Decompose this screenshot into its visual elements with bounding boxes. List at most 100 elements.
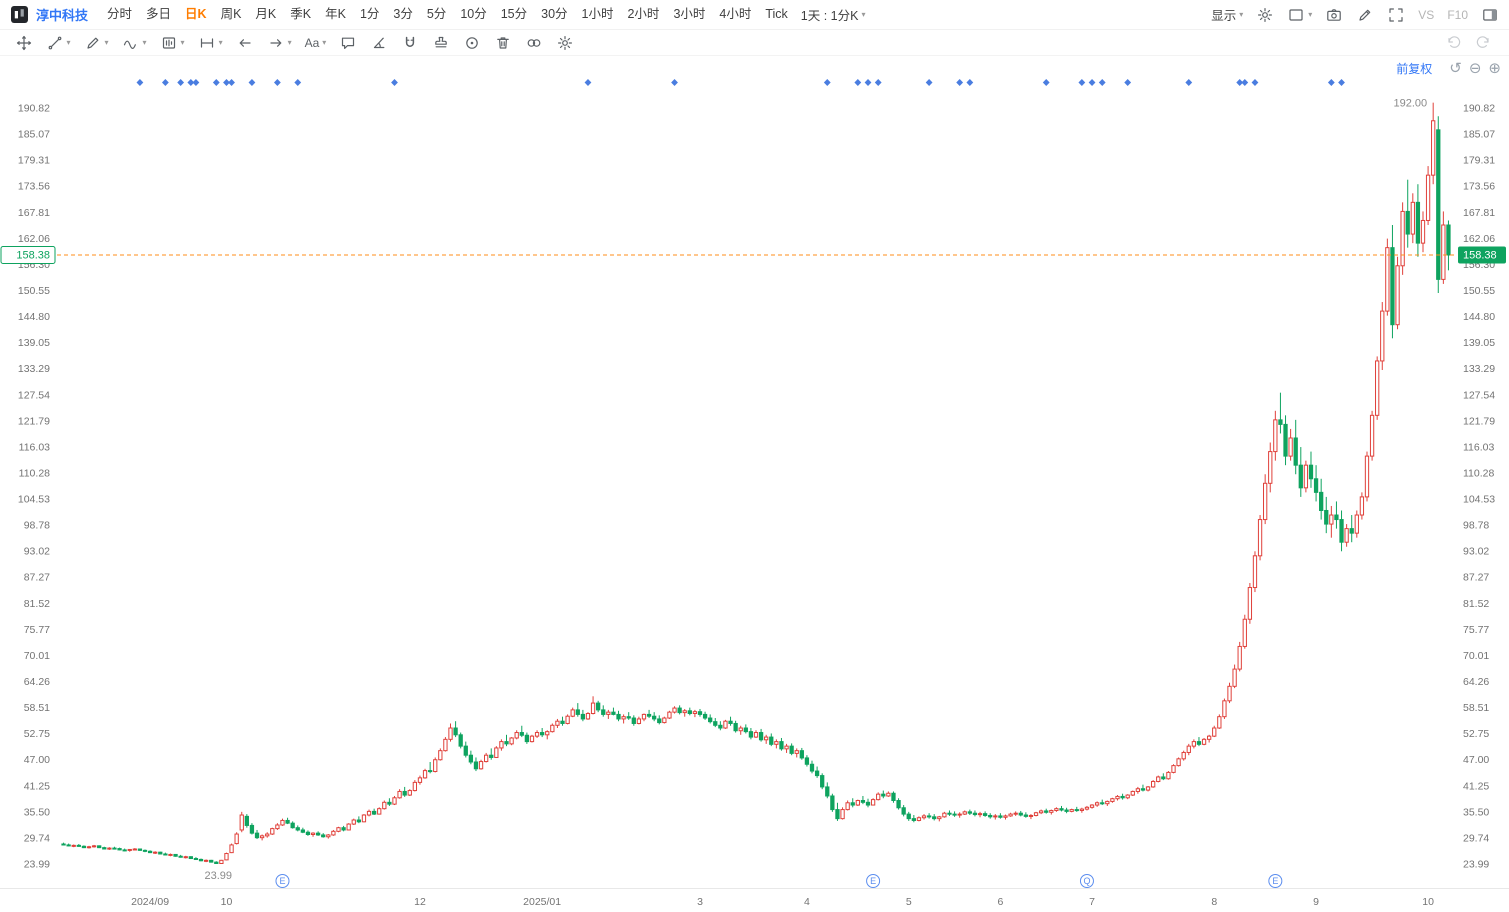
custom-period-dropdown[interactable]: 1天 : 1分K ▾ — [795, 5, 872, 24]
period-tab-15分[interactable]: 15分 — [500, 7, 528, 21]
crosshair-move-tool[interactable] — [8, 34, 39, 52]
comment-tool[interactable] — [333, 34, 364, 52]
period-tab-10分[interactable]: 10分 — [460, 7, 487, 21]
svg-text:173.56: 173.56 — [1463, 181, 1495, 193]
trend-line-icon — [46, 34, 64, 52]
svg-text:121.79: 121.79 — [1463, 415, 1495, 427]
svg-text:179.31: 179.31 — [1463, 155, 1495, 167]
svg-text:127.54: 127.54 — [18, 389, 50, 401]
app-logo-icon[interactable] — [10, 6, 28, 24]
stock-name[interactable]: 淳中科技 — [36, 8, 89, 23]
zoom-out-icon[interactable]: ⊖ — [1468, 60, 1482, 77]
svg-text:Q: Q — [1083, 876, 1090, 886]
svg-text:185.07: 185.07 — [1463, 129, 1495, 141]
svg-text:23.99: 23.99 — [1463, 859, 1489, 871]
vs-button-label: VS — [1418, 7, 1435, 22]
wave-icon — [122, 34, 140, 52]
adjust-mode-link[interactable]: 前复权 — [1396, 62, 1433, 76]
brush-tool[interactable]: ▾ — [77, 34, 115, 52]
svg-text:2025/01: 2025/01 — [523, 896, 561, 908]
period-tab-1分[interactable]: 1分 — [359, 7, 380, 21]
period-tab-多日[interactable]: 多日 — [146, 7, 172, 21]
period-tab-日K[interactable]: 日K — [185, 7, 207, 21]
gear-icon[interactable] — [1256, 6, 1274, 24]
svg-text:110.28: 110.28 — [1463, 467, 1494, 479]
trend-line-tool[interactable]: ▾ — [39, 34, 77, 52]
wave-tool[interactable]: ▾ — [115, 34, 153, 52]
trash-tool[interactable] — [488, 34, 519, 52]
layout-icon[interactable]: ▾ — [1287, 6, 1312, 24]
arrow-right-tool[interactable]: ▾ — [260, 34, 298, 52]
comment-icon — [339, 34, 357, 52]
svg-text:121.79: 121.79 — [18, 415, 50, 427]
f10-button[interactable]: F10 — [1447, 8, 1468, 22]
period-tab-2小时[interactable]: 2小时 — [627, 7, 660, 21]
svg-text:9: 9 — [1313, 896, 1319, 908]
period-tab-分时[interactable]: 分时 — [107, 7, 133, 21]
svg-text:173.56: 173.56 — [18, 181, 50, 193]
event-markers[interactable] — [136, 79, 1345, 86]
candlestick-chart[interactable]: 190.82 190.82 185.07 185.07 179.31 179.31 173.… — [0, 56, 1509, 912]
svg-text:185.07: 185.07 — [18, 129, 50, 141]
svg-text:29.74: 29.74 — [1463, 832, 1489, 844]
period-tab-3小时[interactable]: 3小时 — [673, 7, 706, 21]
period-tabs: 分时 多日 日K 周K 月K 季K 年K 1分 3分 5分 10分 15分 30分 1小时 2小时 3小时 4小… — [100, 0, 795, 29]
shapes-tool[interactable]: ▾ — [153, 34, 191, 52]
undo-button[interactable] — [1439, 35, 1468, 51]
svg-text:133.29: 133.29 — [18, 363, 50, 375]
trash-icon — [494, 34, 512, 52]
svg-text:150.55: 150.55 — [1463, 285, 1495, 297]
period-tab-4小时[interactable]: 4小时 — [719, 7, 752, 21]
redo-button[interactable] — [1468, 35, 1497, 51]
chart-area: 190.82 190.82 185.07 185.07 179.31 179.31 173.… — [0, 56, 1509, 912]
svg-text:E: E — [1272, 876, 1278, 886]
svg-text:179.31: 179.31 — [18, 155, 50, 167]
arrow-left-icon — [236, 34, 254, 52]
period-tab-Tick[interactable]: Tick — [765, 7, 788, 21]
svg-text:47.00: 47.00 — [24, 754, 50, 766]
magnet-tool[interactable] — [395, 34, 426, 52]
period-tab-3分[interactable]: 3分 — [393, 7, 413, 21]
period-tab-季K[interactable]: 季K — [290, 7, 312, 21]
period-tab-30分[interactable]: 30分 — [541, 7, 568, 21]
period-tab-月K[interactable]: 月K — [255, 7, 277, 21]
svg-text:158.38: 158.38 — [16, 250, 50, 262]
svg-text:144.80: 144.80 — [18, 311, 50, 323]
camera-icon[interactable] — [1325, 6, 1343, 24]
svg-text:158.38: 158.38 — [1463, 250, 1497, 262]
measure-tool[interactable]: ▾ — [191, 34, 229, 52]
svg-text:104.53: 104.53 — [18, 494, 50, 506]
settings-tool[interactable] — [550, 34, 581, 52]
link-tool[interactable] — [519, 34, 550, 52]
fullscreen-icon[interactable] — [1387, 6, 1405, 24]
zoom-in-icon[interactable]: ⊕ — [1488, 60, 1501, 77]
svg-text:52.75: 52.75 — [1463, 728, 1489, 740]
svg-text:4: 4 — [804, 896, 810, 908]
pencil-icon[interactable] — [1356, 6, 1374, 24]
angle-tool[interactable] — [364, 34, 395, 52]
chart-adjust-controls: 前复权 ↺ ⊖ ⊕ — [1396, 60, 1501, 77]
panel-right-icon[interactable] — [1481, 6, 1499, 24]
text-tool-label: Aa — [304, 35, 320, 50]
arrow-left-tool[interactable] — [229, 34, 260, 52]
period-tab-1小时[interactable]: 1小时 — [581, 7, 614, 21]
stamp-tool[interactable] — [426, 34, 457, 52]
period-tab-周K[interactable]: 周K — [220, 7, 242, 21]
display-menu[interactable]: 显示 ▾ — [1211, 5, 1243, 24]
time-axis-labels: 2024/09 10 12 2025/01 3 4 5 6 7 8 9 10 — [131, 896, 1434, 908]
svg-text:70.01: 70.01 — [24, 650, 50, 662]
target-tool[interactable] — [457, 34, 488, 52]
svg-text:2024/09: 2024/09 — [131, 896, 169, 908]
svg-text:47.00: 47.00 — [1463, 754, 1489, 766]
vs-button[interactable]: VS — [1418, 8, 1434, 22]
chevron-down-icon: ▾ — [322, 38, 327, 47]
reset-zoom-icon[interactable]: ↺ — [1449, 60, 1462, 77]
svg-text:144.80: 144.80 — [1463, 311, 1495, 323]
shapes-icon — [160, 34, 178, 52]
chevron-down-icon: ▾ — [104, 38, 109, 47]
svg-text:3: 3 — [697, 896, 703, 908]
text-tool[interactable]: Aa ▾ — [298, 36, 333, 50]
period-tab-5分[interactable]: 5分 — [426, 7, 447, 21]
period-tab-年K[interactable]: 年K — [325, 7, 346, 21]
